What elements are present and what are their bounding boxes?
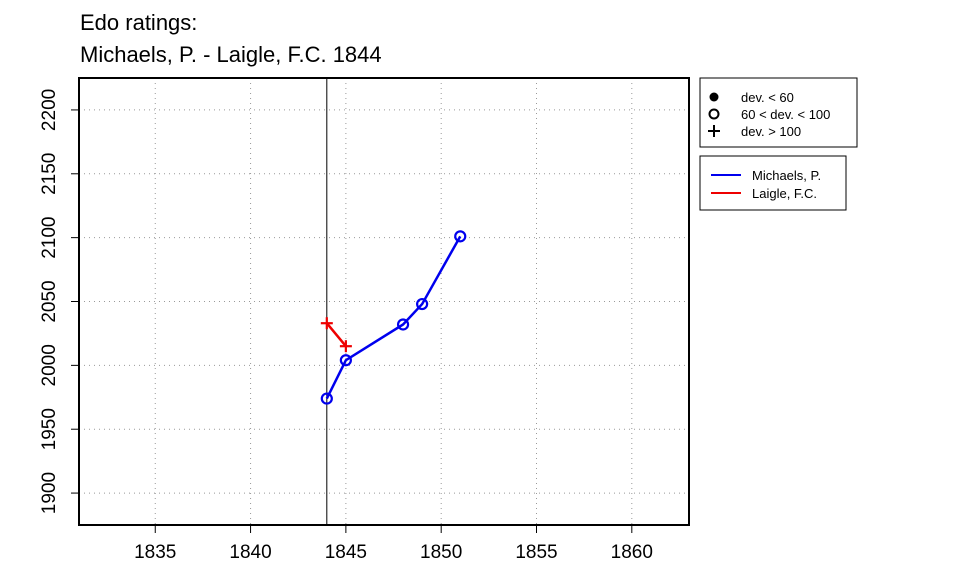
plot-frame	[78, 77, 690, 526]
legend-filled-circle-icon	[709, 92, 719, 102]
series-line-1	[325, 322, 347, 347]
series-line-0	[325, 235, 462, 400]
x-tick-label-1845: 1845	[325, 542, 367, 563]
y-tick-label-2000: 2000	[39, 344, 60, 386]
chart-title: Edo ratings:	[80, 10, 197, 35]
point-0-3	[416, 297, 429, 311]
point-0-2	[396, 318, 410, 331]
y-tick-label-1950: 1950	[39, 408, 60, 450]
x-tick-label-1860: 1860	[611, 542, 653, 563]
point-1-0	[320, 317, 333, 330]
point-1-1	[339, 340, 352, 353]
y-tick-label-2050: 2050	[39, 280, 60, 322]
y-tick-label-2150: 2150	[39, 153, 60, 195]
legend-label-dev-gt-100: dev. > 100	[741, 124, 801, 139]
chart-subtitle: Michaels, P. - Laigle, F.C. 1844	[80, 42, 382, 67]
y-tick-label-2100: 2100	[39, 217, 60, 259]
x-tick-label-1850: 1850	[420, 542, 462, 563]
grid	[79, 78, 689, 525]
axes: 1835 1840 1845 1850 1855 1860 1900 1950 2000 2050…	[39, 78, 653, 563]
legend-plus-icon	[708, 125, 720, 137]
point-0-4	[454, 230, 467, 243]
legend-label-dev-60-100: 60 < dev. < 100	[741, 107, 830, 122]
marker-legend: dev. < 60 60 < dev. < 100 dev. > 100	[699, 77, 858, 148]
x-tick-label-1835: 1835	[134, 542, 176, 563]
series-legend-box	[699, 155, 847, 211]
legend-label-laigle: Laigle, F.C.	[752, 186, 817, 201]
marker-legend-box	[699, 77, 858, 148]
series	[320, 230, 467, 405]
y-tick-label-1900: 1900	[39, 472, 60, 514]
legend-open-circle-icon	[708, 108, 720, 120]
x-tick-label-1855: 1855	[515, 542, 557, 563]
legend-label-michaels: Michaels, P.	[752, 168, 821, 183]
y-tick-label-2200: 2200	[39, 89, 60, 131]
point-0-0	[320, 392, 333, 405]
x-tick-label-1840: 1840	[229, 542, 271, 563]
legend-label-dev-lt-60: dev. < 60	[741, 90, 794, 105]
point-0-1	[339, 354, 352, 367]
series-legend: Michaels, P. Laigle, F.C.	[699, 155, 847, 211]
